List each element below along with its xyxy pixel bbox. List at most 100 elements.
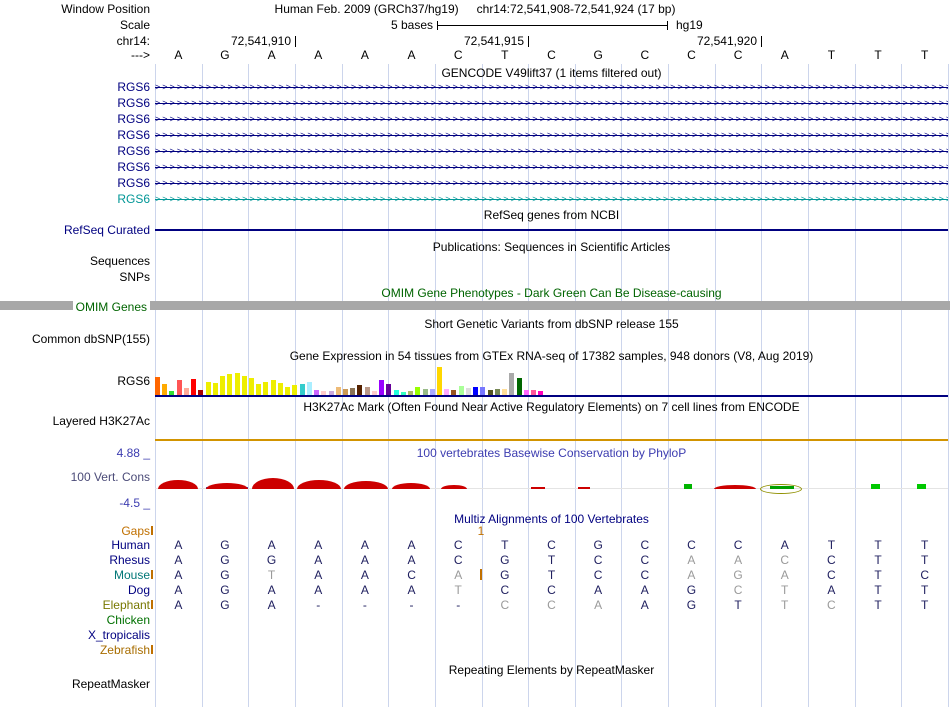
species-label-dog[interactable]: Dog — [127, 583, 150, 597]
gtex-track-header[interactable]: Gene Expression in 54 tissues from GTEx … — [289, 349, 814, 363]
gtex-bar[interactable] — [393, 390, 399, 395]
refseq-curated-line[interactable] — [155, 229, 948, 231]
h3k27ac-baseline[interactable] — [155, 439, 948, 441]
gtex-bar[interactable] — [212, 383, 218, 395]
gtex-bar[interactable] — [169, 391, 175, 395]
gtex-bar[interactable] — [342, 389, 348, 395]
gtex-bar[interactable] — [350, 388, 356, 395]
gtex-bar[interactable] — [371, 391, 377, 395]
gene-label-rgs6[interactable]: RGS6 — [117, 96, 150, 110]
cons-peak[interactable] — [206, 483, 248, 489]
gtex-bar[interactable] — [306, 382, 312, 395]
omim-track-header[interactable]: OMIM Gene Phenotypes - Dark Green Can Be… — [381, 286, 722, 300]
transcript-line[interactable]: >>>>>>>>>>>>>>>>>>>>>>>>>>>>>>>>>>>>>>>>… — [155, 81, 948, 95]
cons-peak[interactable] — [714, 485, 756, 489]
cons-bar[interactable] — [684, 484, 692, 489]
gtex-bar[interactable] — [429, 389, 435, 395]
gtex-bar[interactable] — [494, 389, 500, 395]
gtex-bar[interactable] — [234, 373, 240, 395]
gtex-bar[interactable] — [205, 382, 211, 395]
transcript-line[interactable]: >>>>>>>>>>>>>>>>>>>>>>>>>>>>>>>>>>>>>>>>… — [155, 97, 948, 111]
gene-label-rgs6[interactable]: RGS6 — [117, 160, 150, 174]
gtex-bar[interactable] — [379, 380, 385, 395]
h3k27ac-track-header[interactable]: H3K27Ac Mark (Often Found Near Active Re… — [303, 400, 800, 414]
gencode-track-header[interactable]: GENCODE V49lift37 (1 items filtered out) — [441, 66, 662, 80]
gtex-bar[interactable] — [198, 390, 204, 395]
cons-peak[interactable] — [252, 478, 294, 489]
gtex-bar[interactable] — [386, 384, 392, 395]
gtex-bar[interactable] — [415, 387, 421, 395]
gtex-bar[interactable] — [292, 385, 298, 395]
gtex-bar[interactable] — [502, 389, 508, 395]
cons-peak[interactable] — [297, 480, 341, 489]
gtex-bar[interactable] — [248, 378, 254, 395]
cons-segment[interactable] — [578, 487, 590, 489]
omim-gene-bar[interactable] — [0, 301, 950, 310]
gtex-bar[interactable] — [314, 390, 320, 395]
refseq-track-header[interactable]: RefSeq genes from NCBI — [483, 208, 620, 222]
track-label-gaps[interactable]: Gaps — [121, 524, 150, 538]
gtex-bar[interactable] — [408, 391, 414, 395]
gtex-bar[interactable] — [422, 389, 428, 395]
gtex-bar[interactable] — [509, 373, 515, 395]
gtex-bar[interactable] — [155, 377, 160, 395]
gtex-bar[interactable] — [285, 387, 291, 395]
gtex-bar[interactable] — [162, 384, 168, 395]
gtex-bar[interactable] — [277, 383, 283, 395]
track-label-100-vert-cons[interactable]: 100 Vert. Cons — [70, 470, 150, 484]
transcript-line[interactable]: >>>>>>>>>>>>>>>>>>>>>>>>>>>>>>>>>>>>>>>>… — [155, 145, 948, 159]
gtex-bar[interactable] — [538, 391, 544, 395]
transcript-line[interactable]: >>>>>>>>>>>>>>>>>>>>>>>>>>>>>>>>>>>>>>>>… — [155, 193, 948, 207]
gtex-bar[interactable] — [241, 376, 247, 395]
cons-peak[interactable] — [158, 480, 198, 489]
cons-ellipse[interactable] — [760, 484, 802, 494]
track-label-layered-h3k27ac[interactable]: Layered H3K27Ac — [52, 414, 150, 428]
gtex-bar[interactable] — [480, 387, 486, 395]
gtex-bar[interactable] — [444, 389, 450, 395]
gtex-bar[interactable] — [263, 382, 269, 395]
gtex-bar[interactable] — [465, 388, 471, 395]
multiz-track-header[interactable]: Multiz Alignments of 100 Vertebrates — [454, 512, 649, 526]
gtex-bar[interactable] — [400, 392, 406, 395]
gtex-bar[interactable] — [270, 380, 276, 395]
gtex-baseline[interactable] — [155, 395, 948, 397]
species-label-x_tropicalis[interactable]: X_tropicalis — [87, 628, 150, 642]
gtex-bar[interactable] — [357, 385, 363, 395]
gtex-bar[interactable] — [530, 390, 536, 395]
gtex-bar[interactable] — [321, 391, 327, 395]
track-label-snps[interactable]: SNPs — [119, 270, 150, 284]
species-label-zebrafish[interactable]: Zebrafish — [99, 643, 150, 657]
species-label-elephant[interactable]: Elephant — [102, 598, 150, 612]
gtex-bar[interactable] — [183, 388, 189, 395]
track-label-gtex-rgs6[interactable]: RGS6 — [117, 374, 150, 388]
gene-label-rgs6[interactable]: RGS6 — [117, 144, 150, 158]
gene-label-rgs6[interactable]: RGS6 — [117, 128, 150, 142]
repeatmasker-track-header[interactable]: Repeating Elements by RepeatMasker — [448, 663, 655, 677]
gtex-bar[interactable] — [523, 390, 529, 395]
gtex-bar[interactable] — [176, 380, 182, 395]
gtex-bar[interactable] — [516, 378, 522, 395]
track-label-sequences[interactable]: Sequences — [89, 254, 150, 268]
species-label-human[interactable]: Human — [111, 538, 150, 552]
cons-segment[interactable] — [531, 487, 545, 489]
species-label-chicken[interactable]: Chicken — [106, 613, 150, 627]
gtex-bar[interactable] — [220, 376, 226, 395]
gene-label-rgs6[interactable]: RGS6 — [117, 176, 150, 190]
cons-bar[interactable] — [770, 486, 794, 489]
species-label-mouse[interactable]: Mouse — [113, 568, 150, 582]
transcript-line[interactable]: >>>>>>>>>>>>>>>>>>>>>>>>>>>>>>>>>>>>>>>>… — [155, 129, 948, 143]
gene-label-rgs6[interactable]: RGS6 — [117, 80, 150, 94]
gtex-bar[interactable] — [364, 387, 370, 395]
track-label-common-dbsnp[interactable]: Common dbSNP(155) — [31, 332, 150, 346]
gtex-bar[interactable] — [473, 387, 479, 395]
gene-label-rgs6[interactable]: RGS6 — [117, 112, 150, 126]
track-label-refseq-curated[interactable]: RefSeq Curated — [63, 223, 150, 237]
transcript-line[interactable]: >>>>>>>>>>>>>>>>>>>>>>>>>>>>>>>>>>>>>>>>… — [155, 161, 948, 175]
gtex-bar[interactable] — [299, 384, 305, 395]
transcript-line[interactable]: >>>>>>>>>>>>>>>>>>>>>>>>>>>>>>>>>>>>>>>>… — [155, 177, 948, 191]
gtex-bar[interactable] — [487, 390, 493, 395]
track-label-repeatmasker[interactable]: RepeatMasker — [71, 677, 150, 691]
cons-peak[interactable] — [441, 485, 467, 489]
gtex-bar[interactable] — [227, 374, 233, 395]
gtex-bar[interactable] — [191, 379, 197, 395]
